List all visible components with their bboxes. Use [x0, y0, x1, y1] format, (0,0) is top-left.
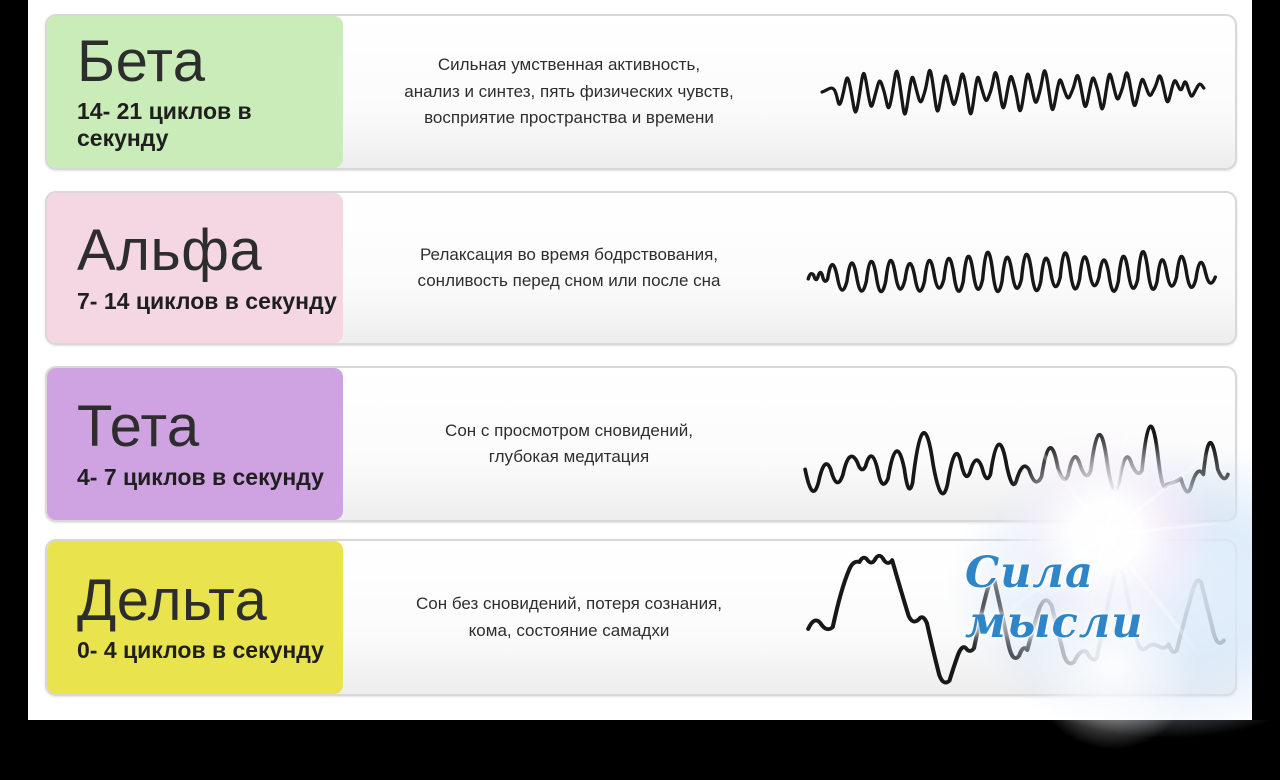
row-description-alpha: Релаксация во время бодрствования, сонли… [417, 244, 721, 290]
row-frequency-alpha: 7- 14 циклов в секунду [77, 287, 337, 314]
row-description-beta: Сильная умственная активность, анализ и … [404, 55, 734, 128]
row-frequency-theta: 4- 7 циклов в секунду [77, 463, 324, 490]
alpha-wave-icon [806, 250, 1218, 294]
brainwave-row-beta: Бета 14- 21 циклов в секунду Сильная умс… [45, 14, 1237, 170]
theta-label-block: Тета 4- 7 циклов в секунду [47, 368, 343, 520]
row-title-theta: Тета [77, 394, 200, 460]
row-description-theta: Сон с просмотром сновидений, глубокая ме… [445, 420, 693, 466]
row-title-alpha: Альфа [77, 218, 263, 284]
delta-label-block: Дельта 0- 4 циклов в секунду [47, 541, 343, 694]
beta-label-block: Бета 14- 21 циклов в секунду [47, 16, 343, 168]
delta-wave-icon [806, 553, 1226, 685]
left-black-bar [0, 0, 28, 720]
beta-wave-icon [820, 68, 1206, 116]
row-title-delta: Дельта [77, 567, 268, 633]
delta-waveform-graphic [795, 541, 1235, 694]
row-description-delta: Сон без сновидений, потеря сознания, ком… [416, 594, 722, 640]
theta-waveform-graphic [795, 368, 1235, 520]
theta-wave-icon [803, 424, 1230, 496]
alpha-waveform-graphic [795, 193, 1235, 343]
right-black-bar [1252, 0, 1280, 720]
alpha-label-block: Альфа 7- 14 циклов в секунду [47, 193, 343, 343]
brainwave-row-theta: Тета 4- 7 циклов в секунду Сон с просмот… [45, 366, 1237, 522]
row-title-beta: Бета [77, 28, 206, 94]
brainwave-row-delta: Дельта 0- 4 циклов в секунду Сон без сно… [45, 539, 1237, 696]
row-frequency-delta: 0- 4 циклов в секунду [77, 637, 324, 664]
beta-waveform-graphic [795, 16, 1235, 168]
infographic-canvas: Бета 14- 21 циклов в секунду Сильная умс… [28, 0, 1280, 780]
row-frequency-beta: 14- 21 циклов в секунду [77, 98, 252, 152]
brainwave-row-alpha: Альфа 7- 14 циклов в секунду Релаксация … [45, 191, 1237, 345]
